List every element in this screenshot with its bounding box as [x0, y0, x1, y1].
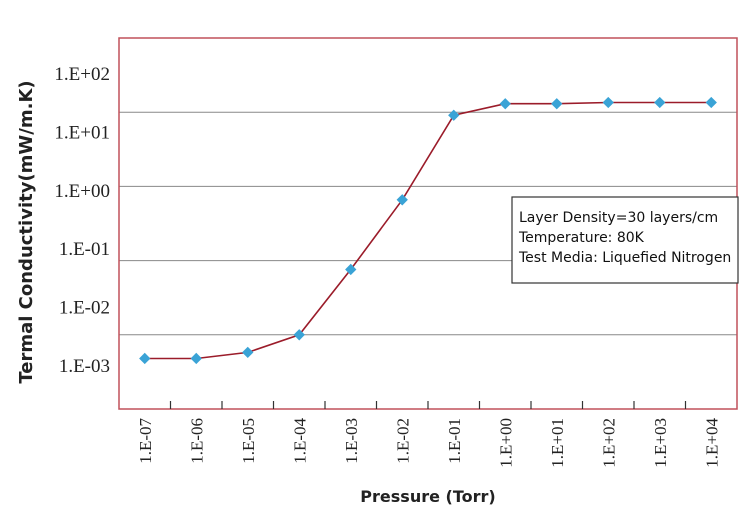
data-point [345, 263, 357, 276]
x-tick-label: 1.E+04 [702, 418, 721, 468]
data-point [551, 98, 563, 110]
data-point [293, 329, 305, 341]
y-tick-labels: 1.E+02 1.E+01 1.E+00 1.E-01 1.E-02 1.E-03 [54, 64, 110, 377]
x-tick-label: 1.E+03 [651, 418, 670, 468]
data-point [190, 352, 202, 365]
data-point [448, 109, 460, 121]
x-tick-label: 1.E+01 [548, 418, 567, 468]
x-tick-label: 1.E-02 [393, 418, 412, 464]
x-tick-label: 1.E-07 [136, 418, 155, 464]
x-tick-label: 1.E-04 [290, 418, 309, 464]
data-point [396, 194, 408, 206]
data-point [654, 96, 666, 109]
y-tick-label: 1.E-02 [59, 298, 110, 319]
x-tick-label: 1.E-05 [239, 418, 258, 464]
y-tick-label: 1.E+01 [54, 122, 110, 143]
data-point [499, 98, 511, 110]
annotation-line-2: Temperature: 80K [518, 230, 645, 246]
x-ticks [169, 401, 687, 409]
data-point [705, 96, 717, 109]
annotation-line-1: Layer Density=30 layers/cm [519, 210, 718, 226]
x-tick-label: 1.E+00 [496, 418, 515, 468]
y-axis-label: Termal Conductivity(mW/m.K) [16, 80, 37, 383]
x-tick-label: 1.E+02 [599, 418, 618, 468]
y-tick-label: 1.E-01 [59, 239, 110, 260]
y-tick-label: 1.E+00 [54, 181, 110, 202]
y-tick-label: 1.E-03 [59, 356, 110, 377]
series-line [144, 101, 712, 360]
data-point [139, 352, 151, 365]
x-tick-label: 1.E-01 [445, 418, 464, 464]
data-point [242, 346, 254, 359]
x-axis-label: Pressure (Torr) [360, 487, 495, 506]
data-point [602, 96, 614, 109]
annotation-box: Layer Density=30 layers/cm Temperature: … [511, 196, 739, 284]
y-tick-label: 1.E+02 [54, 64, 110, 85]
annotation-line-3: Test Media: Liquefied Nitrogen [518, 250, 731, 266]
x-tick-label: 1.E-06 [187, 418, 206, 464]
x-tick-label: 1.E-03 [342, 418, 361, 464]
x-tick-labels: 1.E-07 1.E-06 1.E-05 1.E-04 1.E-03 1.E-02 1.E-… [136, 418, 722, 468]
